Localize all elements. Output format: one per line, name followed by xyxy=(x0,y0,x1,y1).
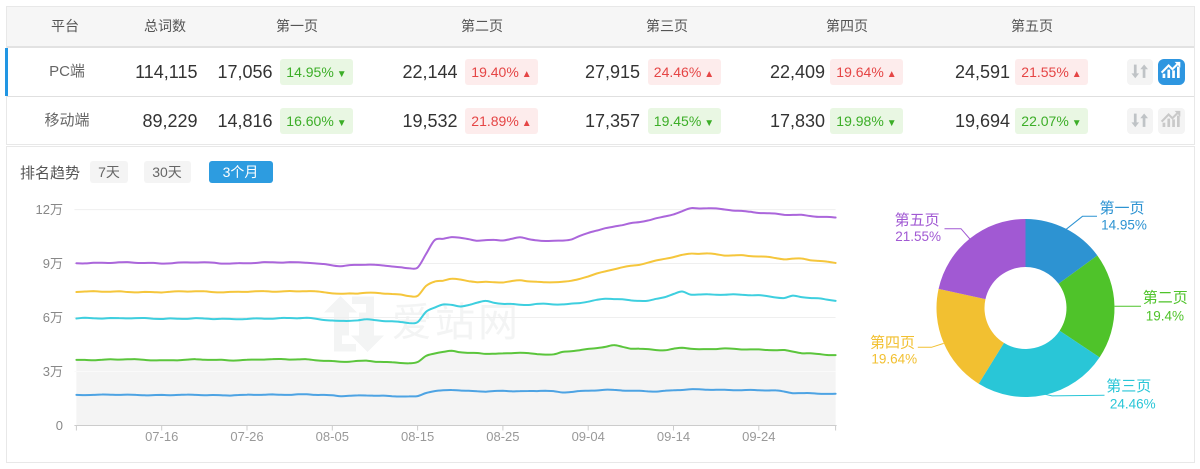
svg-text:第二页: 第二页 xyxy=(1143,289,1188,307)
svg-text:第四页: 第四页 xyxy=(870,333,915,351)
svg-text:08-05: 08-05 xyxy=(316,429,349,444)
svg-text:第三页: 第三页 xyxy=(1106,377,1151,395)
svg-text:0: 0 xyxy=(56,418,63,433)
svg-text:09-04: 09-04 xyxy=(572,429,605,444)
svg-text:24.46%: 24.46% xyxy=(1110,397,1156,412)
svg-text:第五页: 第五页 xyxy=(895,211,940,229)
svg-text:19.64%: 19.64% xyxy=(871,351,917,366)
svg-text:19.4%: 19.4% xyxy=(1146,308,1184,323)
svg-text:09-14: 09-14 xyxy=(657,429,690,444)
svg-text:09-24: 09-24 xyxy=(742,429,775,444)
svg-text:12万: 12万 xyxy=(36,202,63,217)
svg-text:6万: 6万 xyxy=(43,310,63,325)
svg-text:第一页: 第一页 xyxy=(1099,199,1144,217)
svg-text:07-26: 07-26 xyxy=(230,429,263,444)
svg-text:08-15: 08-15 xyxy=(401,429,434,444)
svg-text:08-25: 08-25 xyxy=(486,429,519,444)
svg-text:3万: 3万 xyxy=(43,364,63,379)
svg-text:07-16: 07-16 xyxy=(145,429,178,444)
svg-text:9万: 9万 xyxy=(43,256,63,271)
svg-text:21.55%: 21.55% xyxy=(895,229,941,244)
svg-text:14.95%: 14.95% xyxy=(1101,217,1147,232)
